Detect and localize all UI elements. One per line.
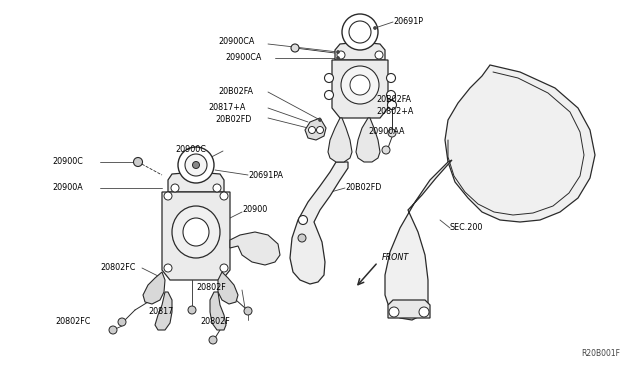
Text: 20B02FA: 20B02FA — [376, 96, 411, 105]
Text: 20B02FA: 20B02FA — [218, 87, 253, 96]
Text: 20900C: 20900C — [52, 157, 83, 167]
Circle shape — [164, 192, 172, 200]
Text: 20802+A: 20802+A — [376, 108, 413, 116]
Text: R20B001F: R20B001F — [581, 349, 620, 358]
Circle shape — [387, 74, 396, 83]
Circle shape — [382, 146, 390, 154]
Polygon shape — [210, 292, 226, 330]
Text: 20B02FD: 20B02FD — [345, 183, 381, 192]
Polygon shape — [385, 160, 452, 320]
Circle shape — [319, 119, 321, 122]
Circle shape — [342, 14, 378, 50]
Circle shape — [317, 126, 323, 134]
Circle shape — [188, 306, 196, 314]
Circle shape — [244, 307, 252, 315]
Circle shape — [389, 307, 399, 317]
Ellipse shape — [183, 218, 209, 246]
Ellipse shape — [341, 66, 379, 104]
Circle shape — [337, 57, 339, 60]
Text: 20691P: 20691P — [393, 17, 423, 26]
Circle shape — [213, 184, 221, 192]
Circle shape — [298, 234, 306, 242]
Text: 20802FC: 20802FC — [55, 317, 90, 327]
Polygon shape — [155, 292, 172, 330]
Circle shape — [387, 100, 397, 109]
Text: 20817: 20817 — [148, 308, 173, 317]
Circle shape — [337, 51, 339, 54]
Text: 20B02FD: 20B02FD — [215, 115, 252, 125]
Text: 20802FC: 20802FC — [100, 263, 136, 273]
Circle shape — [308, 126, 316, 134]
Circle shape — [171, 184, 179, 192]
Polygon shape — [356, 118, 380, 162]
Text: 20802F: 20802F — [196, 283, 226, 292]
Circle shape — [118, 318, 126, 326]
Polygon shape — [388, 300, 430, 318]
Polygon shape — [445, 65, 595, 222]
Text: 20817+A: 20817+A — [208, 103, 245, 112]
Polygon shape — [328, 118, 352, 162]
Polygon shape — [218, 272, 238, 304]
Text: 20900AA: 20900AA — [368, 128, 404, 137]
Circle shape — [220, 264, 228, 272]
Text: FRONT: FRONT — [382, 253, 409, 263]
Circle shape — [178, 147, 214, 183]
Circle shape — [375, 51, 383, 59]
Text: 20900CA: 20900CA — [225, 54, 261, 62]
Polygon shape — [230, 232, 280, 265]
Polygon shape — [305, 118, 326, 140]
Polygon shape — [168, 172, 224, 192]
Circle shape — [164, 264, 172, 272]
Circle shape — [220, 192, 228, 200]
Text: 20691PA: 20691PA — [248, 170, 283, 180]
Polygon shape — [335, 42, 385, 60]
Text: 20802F: 20802F — [200, 317, 230, 327]
Circle shape — [298, 215, 307, 224]
Circle shape — [349, 21, 371, 43]
Polygon shape — [332, 60, 388, 118]
Circle shape — [419, 307, 429, 317]
Circle shape — [324, 74, 333, 83]
Ellipse shape — [350, 75, 370, 95]
Circle shape — [291, 44, 299, 52]
Circle shape — [388, 129, 396, 137]
Text: 20900: 20900 — [242, 205, 268, 215]
Circle shape — [374, 26, 376, 29]
Text: 20900C: 20900C — [175, 145, 206, 154]
Polygon shape — [290, 162, 348, 284]
Polygon shape — [143, 272, 165, 304]
Circle shape — [193, 161, 200, 169]
Circle shape — [337, 51, 345, 59]
Text: 20900A: 20900A — [52, 183, 83, 192]
Text: 20900CA: 20900CA — [218, 38, 254, 46]
Ellipse shape — [172, 206, 220, 258]
Circle shape — [109, 326, 117, 334]
Polygon shape — [162, 192, 230, 280]
Circle shape — [185, 154, 207, 176]
Circle shape — [387, 90, 396, 99]
Circle shape — [134, 157, 143, 167]
Circle shape — [209, 336, 217, 344]
Text: SEC.200: SEC.200 — [450, 224, 483, 232]
Circle shape — [324, 90, 333, 99]
